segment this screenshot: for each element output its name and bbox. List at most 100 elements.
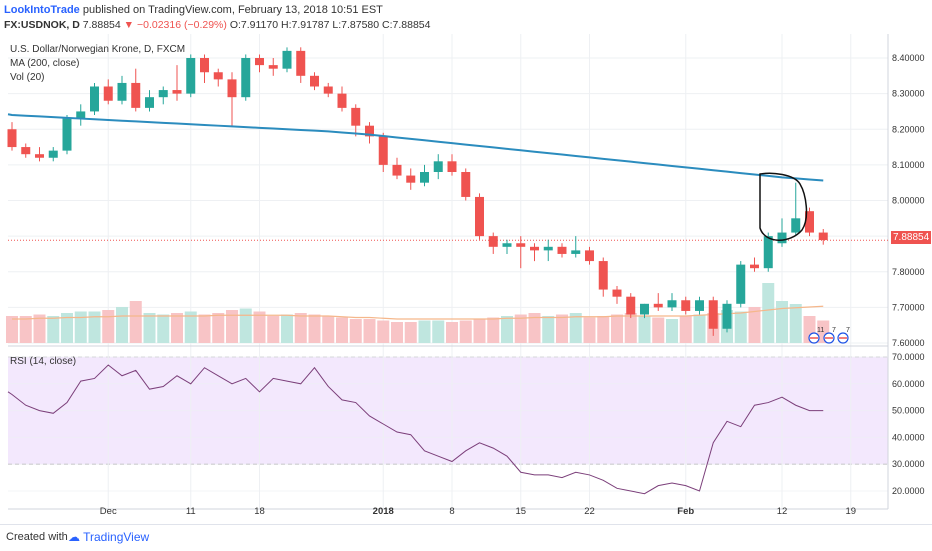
candle-body (557, 246, 567, 254)
volume-bar (693, 314, 706, 343)
event-count-label: 7 (846, 327, 850, 334)
volume-bar (349, 319, 362, 343)
rsi-pane (7, 364, 824, 495)
volume-bar (652, 317, 665, 343)
volume-bar (624, 313, 637, 343)
candle-body (392, 164, 402, 176)
volume-bar (88, 311, 101, 343)
candle-body (158, 90, 168, 98)
axis-labels: 8.400008.300008.200008.100008.000007.900… (100, 53, 925, 517)
volume-bar (61, 313, 73, 343)
volume-bar (377, 320, 390, 343)
volume-bar (267, 316, 280, 343)
volume-bar (734, 311, 747, 343)
volume-bar (47, 316, 60, 343)
volume-bar (473, 319, 486, 343)
volume-bar (762, 283, 775, 343)
price-tick-label: 8.30000 (892, 89, 925, 99)
volume-bar (501, 316, 513, 343)
down-arrow-icon: ▼ (123, 19, 135, 31)
high-value: H:7.91787 (281, 19, 330, 31)
event-count-label: 7 (832, 327, 836, 334)
volume-bar (116, 307, 128, 343)
publisher-link[interactable]: LookIntoTrade (4, 4, 80, 16)
candle-body (117, 82, 127, 101)
rsi-tick-label: 50.0000 (892, 406, 925, 416)
candle-body (516, 243, 526, 247)
volume-bar (418, 320, 431, 343)
candle-body (791, 218, 801, 233)
candle-body (21, 147, 31, 155)
symbol-label[interactable]: FX:USDNOK, D (4, 19, 80, 31)
candle-body (406, 175, 416, 183)
candle-body (488, 236, 498, 247)
volume-ma-line (12, 305, 824, 320)
candle-body (763, 236, 773, 269)
candle-body (213, 72, 223, 80)
candle-body (131, 82, 141, 108)
chart-header: LookIntoTrade published on TradingView.c… (0, 0, 932, 34)
price-tick-label: 7.60000 (892, 338, 925, 348)
candle-body (268, 65, 278, 69)
candle-body (502, 243, 512, 247)
last-price-badge: 7.88854 (891, 231, 931, 244)
volume-ma-polyline (12, 305, 824, 320)
rsi-polyline (7, 364, 824, 495)
annotation-shape (759, 172, 808, 241)
time-tick-label: 11 (186, 506, 196, 517)
rsi-tick-label: 30.0000 (892, 459, 925, 469)
candle-body (310, 75, 319, 87)
candle-body (323, 86, 333, 94)
candle-body (667, 300, 677, 308)
candle-body (227, 79, 237, 98)
rsi-tick-label: 40.0000 (892, 432, 925, 442)
rsi-tick-label: 60.0000 (892, 379, 925, 389)
volume-bar (226, 310, 238, 343)
volume-bar (404, 322, 417, 343)
candle-body (475, 196, 484, 237)
time-tick-label: 18 (254, 506, 265, 517)
candle-body (447, 161, 457, 172)
volume-bar (748, 307, 761, 343)
time-tick-label: 8 (449, 506, 454, 517)
last-price: 7.88854 (82, 19, 121, 31)
volume-bar (391, 322, 403, 343)
footer: Created with ☁ TradingView (0, 524, 932, 551)
candle-body (48, 150, 58, 158)
candle-body (76, 111, 86, 119)
low-value: L:7.87580 (332, 19, 380, 31)
candle-body (433, 161, 443, 172)
candle-body (145, 97, 154, 108)
candle-body (736, 264, 746, 304)
volume-bar (487, 317, 500, 343)
candle-body (282, 50, 292, 69)
price-tick-label: 8.00000 (892, 196, 925, 206)
volume-bar (212, 313, 225, 343)
candle-body (750, 264, 759, 269)
candle-body (681, 300, 691, 311)
volume-bars (6, 283, 830, 343)
volume-bar (281, 314, 293, 343)
volume-bar (322, 316, 335, 343)
time-tick-label: 2018 (373, 506, 394, 517)
price-chart[interactable]: 8.400008.300008.200008.100008.000007.900… (0, 34, 932, 524)
tradingview-brand: TradingView (83, 530, 150, 544)
publish-line: LookIntoTrade published on TradingView.c… (4, 4, 383, 16)
tradingview-logo[interactable]: ☁ TradingView (68, 530, 149, 544)
time-tick-label: Feb (677, 506, 694, 517)
candle-body (818, 232, 828, 241)
candle-body (172, 90, 182, 94)
candle-body (708, 300, 718, 329)
candle-body (420, 172, 429, 183)
ma200-line (7, 113, 824, 182)
volume-bar (583, 317, 596, 343)
hand-drawn-annotation (759, 172, 808, 241)
rsi-tick-label: 70.0000 (892, 352, 925, 362)
candle-body (255, 58, 264, 66)
candle-body (585, 250, 594, 262)
candle-body (653, 303, 663, 308)
candle-body (35, 154, 44, 158)
ma200-polyline (7, 113, 824, 182)
rsi-tick-label: 20.0000 (892, 486, 925, 496)
grid-lines (8, 34, 889, 510)
